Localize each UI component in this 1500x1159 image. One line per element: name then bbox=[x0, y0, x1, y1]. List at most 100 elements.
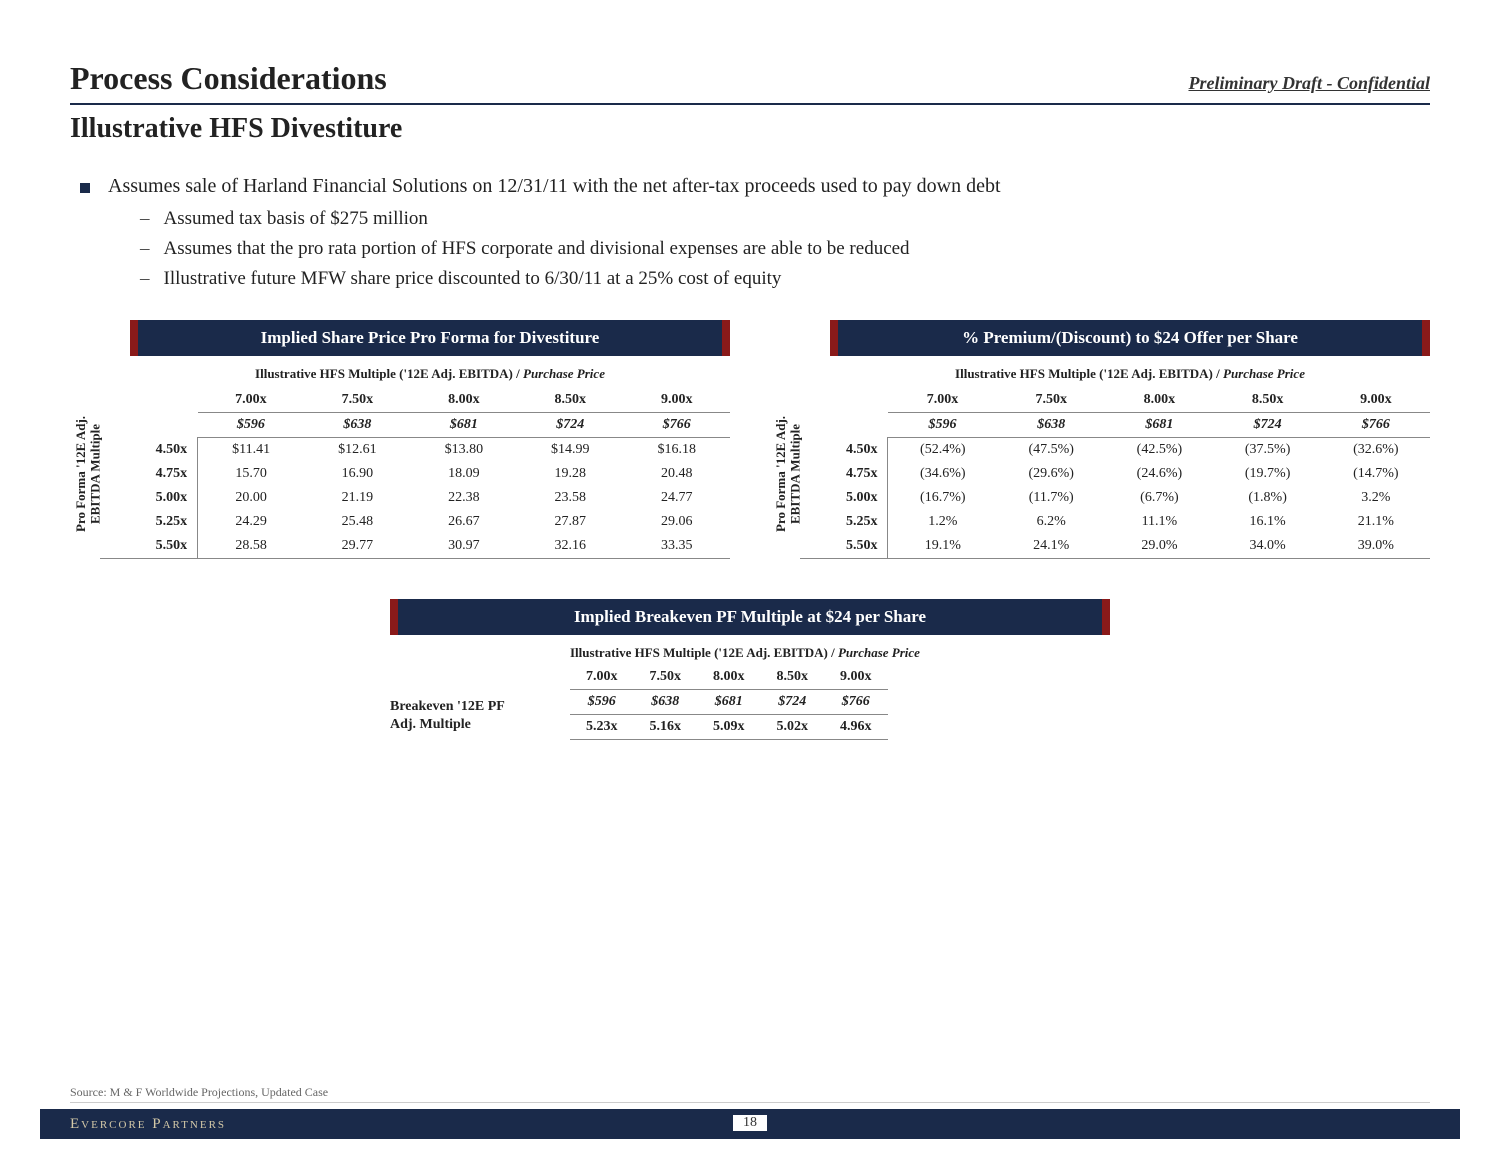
table-cell: $16.18 bbox=[624, 438, 730, 463]
col-price: $766 bbox=[824, 690, 888, 715]
table-cell: $12.61 bbox=[304, 438, 410, 463]
sub-bullet-text: Illustrative future MFW share price disc… bbox=[164, 268, 782, 290]
row-label: 5.50x bbox=[100, 534, 198, 559]
breakeven-banner: Implied Breakeven PF Multiple at $24 per… bbox=[390, 599, 1110, 635]
row-label: 5.00x bbox=[800, 486, 888, 510]
bullet-main-text: Assumes sale of Harland Financial Soluti… bbox=[108, 175, 1001, 198]
table-cell: (42.5%) bbox=[1105, 438, 1213, 463]
col-price: $638 bbox=[634, 690, 698, 715]
col-price: $766 bbox=[624, 413, 730, 438]
sub-bullet: – Assumes that the pro rata portion of H… bbox=[140, 238, 1430, 260]
table-banner-right: % Premium/(Discount) to $24 Offer per Sh… bbox=[830, 320, 1430, 356]
table-row: 4.75x(34.6%)(29.6%)(24.6%)(19.7%)(14.7%) bbox=[800, 462, 1430, 486]
table-cell: 19.1% bbox=[888, 534, 997, 559]
table-cell: 29.06 bbox=[624, 510, 730, 534]
table-cell: 26.67 bbox=[411, 510, 517, 534]
row-label: 4.50x bbox=[100, 438, 198, 463]
sub-bullet: – Assumed tax basis of $275 million bbox=[140, 208, 1430, 230]
table-cell: (32.6%) bbox=[1322, 438, 1430, 463]
table-cell: (16.7%) bbox=[888, 486, 997, 510]
page-number: 18 bbox=[733, 1115, 767, 1131]
col-header: 9.00x bbox=[1322, 388, 1430, 413]
caption-main: Illustrative HFS Multiple ('12E Adj. EBI… bbox=[255, 366, 520, 381]
table-row: 4.75x15.7016.9018.0919.2820.48 bbox=[100, 462, 730, 486]
table-cell: (1.8%) bbox=[1214, 486, 1322, 510]
implied-share-price-table: 7.00x 7.50x 8.00x 8.50x 9.00x $596 $638 … bbox=[100, 388, 730, 559]
row-label: 5.25x bbox=[100, 510, 198, 534]
table-cell: 16.90 bbox=[304, 462, 410, 486]
col-price: $596 bbox=[570, 690, 634, 715]
col-header: 8.00x bbox=[697, 665, 761, 690]
table-cell: 20.00 bbox=[198, 486, 304, 510]
breakeven-caption: Illustrative HFS Multiple ('12E Adj. EBI… bbox=[570, 645, 920, 661]
table-cell: 16.1% bbox=[1214, 510, 1322, 534]
implied-share-price-block: Implied Share Price Pro Forma for Divest… bbox=[70, 320, 730, 559]
table-row: 4.50x$11.41$12.61$13.80$14.99$16.18 bbox=[100, 438, 730, 463]
table-cell: 24.77 bbox=[624, 486, 730, 510]
table-cell: (6.7%) bbox=[1105, 486, 1213, 510]
bullet-main: Assumes sale of Harland Financial Soluti… bbox=[80, 175, 1430, 198]
table-cell: 21.19 bbox=[304, 486, 410, 510]
table-cell: (11.7%) bbox=[997, 486, 1105, 510]
sub-bullet-text: Assumes that the pro rata portion of HFS… bbox=[164, 238, 910, 260]
row-label: 4.50x bbox=[800, 438, 888, 463]
table-cell: 29.0% bbox=[1105, 534, 1213, 559]
table-cell: 1.2% bbox=[888, 510, 997, 534]
table-cell: 18.09 bbox=[411, 462, 517, 486]
table-cell: 25.48 bbox=[304, 510, 410, 534]
table-caption: Illustrative HFS Multiple ('12E Adj. EBI… bbox=[830, 366, 1430, 382]
table-cell: 29.77 bbox=[304, 534, 410, 559]
col-header: 7.00x bbox=[570, 665, 634, 690]
table-cell: (24.6%) bbox=[1105, 462, 1213, 486]
breakeven-row: 5.23x 5.16x 5.09x 5.02x 4.96x bbox=[570, 715, 888, 740]
table-cell: $13.80 bbox=[411, 438, 517, 463]
table-cell: (47.5%) bbox=[997, 438, 1105, 463]
caption-main: Illustrative HFS Multiple ('12E Adj. EBI… bbox=[955, 366, 1220, 381]
table-cell: 11.1% bbox=[1105, 510, 1213, 534]
premium-discount-block: % Premium/(Discount) to $24 Offer per Sh… bbox=[770, 320, 1430, 559]
col-header: 7.00x bbox=[198, 388, 304, 413]
col-header: 8.50x bbox=[517, 388, 623, 413]
col-header: 9.00x bbox=[824, 665, 888, 690]
breakeven-row-label: Breakeven '12E PF Adj. Multiple bbox=[390, 698, 560, 740]
breakeven-table: 7.00x 7.50x 8.00x 8.50x 9.00x $596 $638 … bbox=[570, 665, 888, 740]
y-axis-label: Pro Forma '12E Adj. EBITDA Multiple bbox=[770, 388, 800, 559]
premium-discount-table: 7.00x 7.50x 8.00x 8.50x 9.00x $596 $638 … bbox=[800, 388, 1430, 559]
table-cell: 6.2% bbox=[997, 510, 1105, 534]
table-cell: 24.29 bbox=[198, 510, 304, 534]
table-row: 5.25x1.2%6.2%11.1%16.1%21.1% bbox=[800, 510, 1430, 534]
table-cell: 21.1% bbox=[1322, 510, 1430, 534]
table-cell: $14.99 bbox=[517, 438, 623, 463]
col-price: $724 bbox=[761, 690, 825, 715]
caption-ital: Purchase Price bbox=[520, 366, 605, 381]
col-price: $638 bbox=[304, 413, 410, 438]
table-cell: 22.38 bbox=[411, 486, 517, 510]
dash-icon: – bbox=[140, 268, 150, 290]
table-cell: (37.5%) bbox=[1214, 438, 1322, 463]
col-header: 9.00x bbox=[624, 388, 730, 413]
assumptions-list: Assumes sale of Harland Financial Soluti… bbox=[80, 175, 1430, 290]
table-cell: 23.58 bbox=[517, 486, 623, 510]
col-price: $681 bbox=[697, 690, 761, 715]
dash-icon: – bbox=[140, 238, 150, 260]
caption-ital: Purchase Price bbox=[1220, 366, 1305, 381]
row-label: 5.00x bbox=[100, 486, 198, 510]
breakeven-cell: 5.09x bbox=[697, 715, 761, 740]
table-cell: 15.70 bbox=[198, 462, 304, 486]
table-cell: 3.2% bbox=[1322, 486, 1430, 510]
table-cell: (14.7%) bbox=[1322, 462, 1430, 486]
table-cell: 30.97 bbox=[411, 534, 517, 559]
footer-brand: Evercore Partners bbox=[70, 1116, 226, 1133]
sub-bullet-text: Assumed tax basis of $275 million bbox=[164, 208, 428, 230]
col-header: 8.00x bbox=[411, 388, 517, 413]
table-cell: 27.87 bbox=[517, 510, 623, 534]
table-row: 4.50x(52.4%)(47.5%)(42.5%)(37.5%)(32.6%) bbox=[800, 438, 1430, 463]
table-cell: 39.0% bbox=[1322, 534, 1430, 559]
table-banner-left: Implied Share Price Pro Forma for Divest… bbox=[130, 320, 730, 356]
col-price: $681 bbox=[411, 413, 517, 438]
table-cell: 24.1% bbox=[997, 534, 1105, 559]
table-cell: (29.6%) bbox=[997, 462, 1105, 486]
table-cell: 19.28 bbox=[517, 462, 623, 486]
row-label: 5.25x bbox=[800, 510, 888, 534]
breakeven-cell: 5.02x bbox=[761, 715, 825, 740]
